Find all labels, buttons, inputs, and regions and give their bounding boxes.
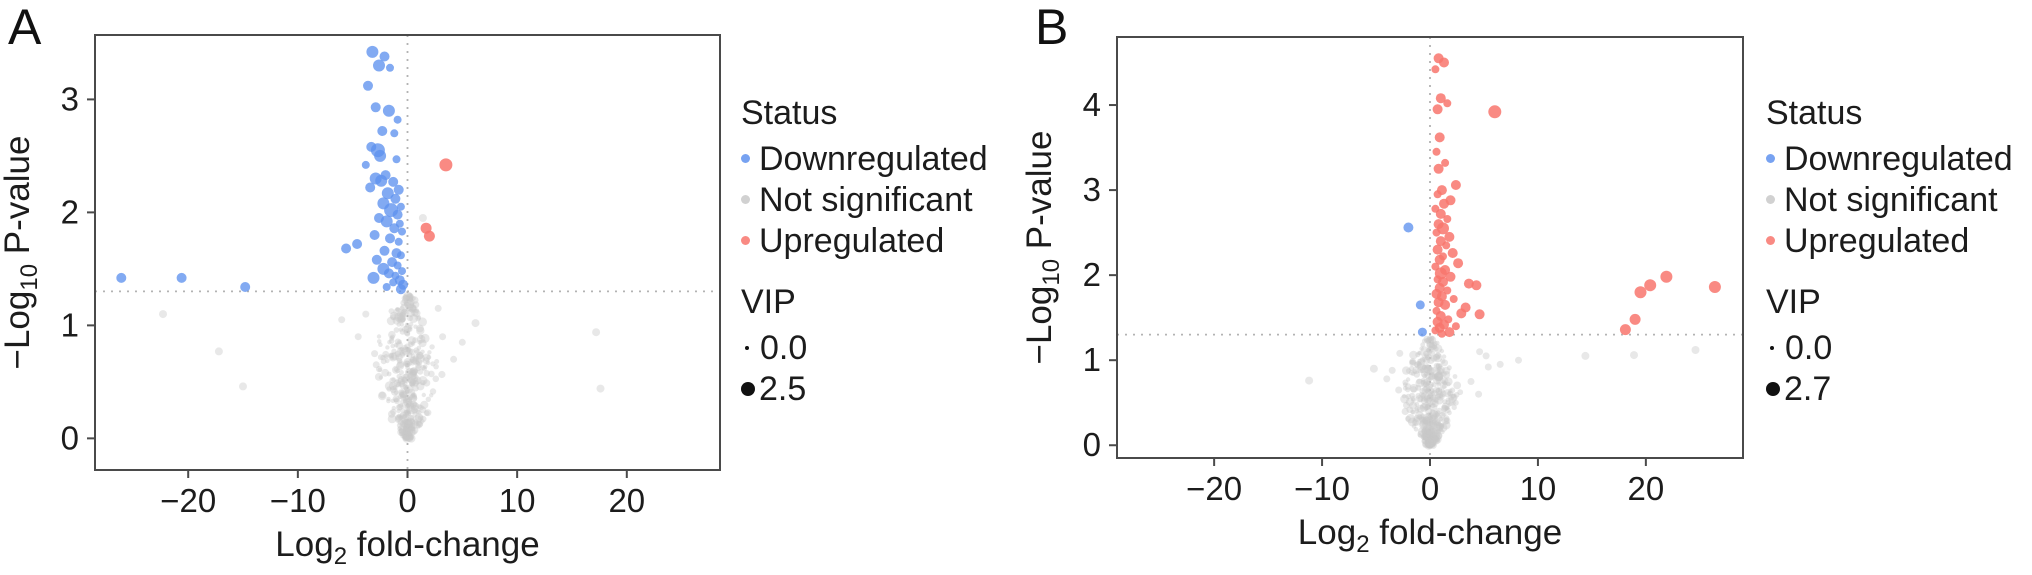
legend-item-vip-min: 0.0 <box>1766 327 2013 368</box>
legend-item-vip-max: 2.7 <box>1766 368 2013 409</box>
legend-label-vip-min: 0.0 <box>1785 328 1833 367</box>
svg-text:−Log10 P-value: −Log10 P-value <box>1020 131 1065 365</box>
vip-min-marker-icon <box>1770 345 1774 350</box>
svg-text:−10: −10 <box>1294 470 1350 507</box>
legend-label-vip-max: 2.5 <box>759 369 807 408</box>
svg-text:2: 2 <box>1083 256 1101 293</box>
legend-item-vip-min: 0.0 <box>741 327 988 368</box>
svg-text:−10: −10 <box>270 482 326 519</box>
svg-text:2: 2 <box>61 193 79 230</box>
svg-text:10: 10 <box>499 482 536 519</box>
downregulated-marker-icon <box>1766 154 1775 163</box>
not-significant-marker-icon <box>741 195 750 204</box>
legend-status-title: Status <box>741 94 838 132</box>
legend-label-upregulated: Upregulated <box>1784 221 1970 260</box>
upregulated-marker-icon <box>1766 236 1775 245</box>
svg-text:0: 0 <box>398 482 416 519</box>
volcano-plot-a: −20 −10 0 10 20 0 1 2 3 Log2 fold-change −Log10 P-… <box>0 34 721 570</box>
svg-text:20: 20 <box>1628 470 1665 507</box>
legend-item-upregulated: Upregulated <box>1766 220 2013 261</box>
legend-label-upregulated: Upregulated <box>759 221 945 260</box>
svg-text:0: 0 <box>61 419 79 456</box>
svg-text:1: 1 <box>1083 341 1101 378</box>
svg-text:Log2 fold-change: Log2 fold-change <box>1298 513 1562 558</box>
svg-text:3: 3 <box>61 80 79 117</box>
panel-b: B −20 −10 0 10 20 0 1 2 3 4 Log2 fold-change −Log10… <box>1016 0 2032 575</box>
panel-b-label: B <box>1035 0 1069 55</box>
legend-label-vip-min: 0.0 <box>760 328 808 367</box>
legend-item-vip-max: 2.5 <box>741 368 988 409</box>
svg-text:4: 4 <box>1083 86 1101 123</box>
legend-panel-a: Status Downregulated Not significant Upr… <box>741 96 988 409</box>
panel-a-label: A <box>8 0 42 55</box>
svg-text:3: 3 <box>1083 171 1101 208</box>
downregulated-marker-icon <box>741 154 750 163</box>
vip-max-marker-icon <box>1766 381 1780 396</box>
vip-max-marker-icon <box>741 381 755 396</box>
svg-text:20: 20 <box>608 482 645 519</box>
legend-item-not-significant: Not significant <box>1766 179 2013 220</box>
svg-text:0: 0 <box>1421 470 1439 507</box>
svg-text:Log2 fold-change: Log2 fold-change <box>275 525 539 570</box>
legend-item-upregulated: Upregulated <box>741 220 988 261</box>
panel-a: A −20 −10 0 10 20 0 1 2 3 Log2 fold-change −Log10 … <box>0 0 988 570</box>
svg-text:0: 0 <box>1083 426 1101 463</box>
legend-label-downregulated: Downregulated <box>759 139 988 178</box>
svg-text:10: 10 <box>1520 470 1557 507</box>
legend-label-vip-max: 2.7 <box>1784 369 1832 408</box>
upregulated-marker-icon <box>741 236 750 245</box>
legend-item-not-significant: Not significant <box>741 179 988 220</box>
legend-panel-b: Status Downregulated Not significant Upr… <box>1766 96 2013 409</box>
volcano-plot-b: −20 −10 0 10 20 0 1 2 3 4 Log2 fold-change −Log10 P… <box>1020 36 1744 558</box>
vip-min-marker-icon <box>745 345 749 350</box>
legend-vip-title: VIP <box>1766 283 1821 321</box>
svg-text:1: 1 <box>61 306 79 343</box>
legend-label-downregulated: Downregulated <box>1784 139 2013 178</box>
not-significant-marker-icon <box>1766 195 1775 204</box>
svg-text:−20: −20 <box>160 482 216 519</box>
svg-text:−20: −20 <box>1186 470 1242 507</box>
legend-item-downregulated: Downregulated <box>741 138 988 179</box>
legend-status-title: Status <box>1766 94 1863 132</box>
legend-label-not-significant: Not significant <box>1784 180 1998 219</box>
svg-text:−Log10 P-value: −Log10 P-value <box>0 136 43 370</box>
legend-vip-title: VIP <box>741 283 796 321</box>
legend-item-downregulated: Downregulated <box>1766 138 2013 179</box>
legend-label-not-significant: Not significant <box>759 180 973 219</box>
